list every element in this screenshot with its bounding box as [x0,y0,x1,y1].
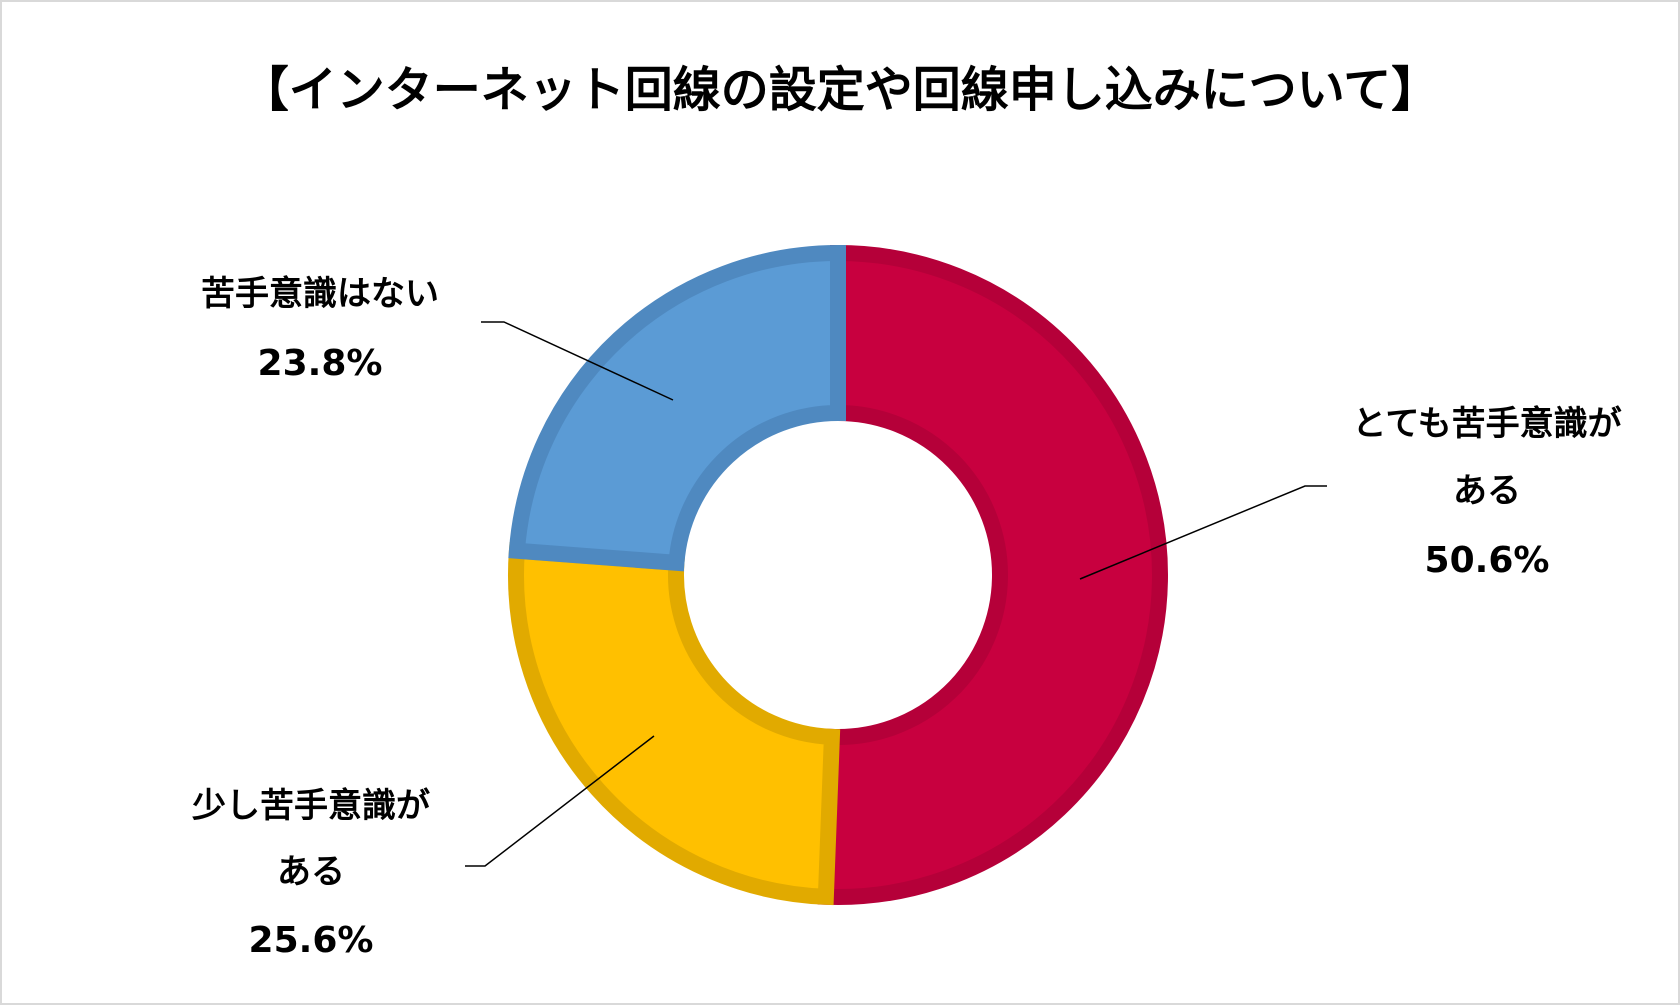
slice-value-very: 50.6% [1425,540,1550,581]
donut-slices [508,244,1169,906]
chart-title: 【インターネット回線の設定や回線申し込みについて】 [241,62,1440,118]
slice-label-little: 少し苦手意識が ある 25.6% [192,786,430,961]
slice-none [508,244,846,572]
slice-label-little-line-1: 少し苦手意識が [192,786,430,826]
slice-label-very-line-2: ある [1453,471,1521,511]
slice-label-very-line-1: とても苦手意識が [1352,404,1621,444]
leader-line-none [481,321,674,401]
slice-label-none: 苦手意識はない 23.8% [201,274,439,384]
slice-very [817,244,1169,905]
slice-value-none: 23.8% [258,343,383,384]
slice-value-little: 25.6% [249,920,374,961]
leader-line-very [1079,485,1327,580]
slice-label-none-line-1: 苦手意識はない [201,274,439,314]
leader-line-little [465,735,655,867]
slice-little [508,542,841,906]
slice-label-little-line-2: ある [277,852,345,892]
slice-label-very: とても苦手意識が ある 50.6% [1352,404,1621,581]
